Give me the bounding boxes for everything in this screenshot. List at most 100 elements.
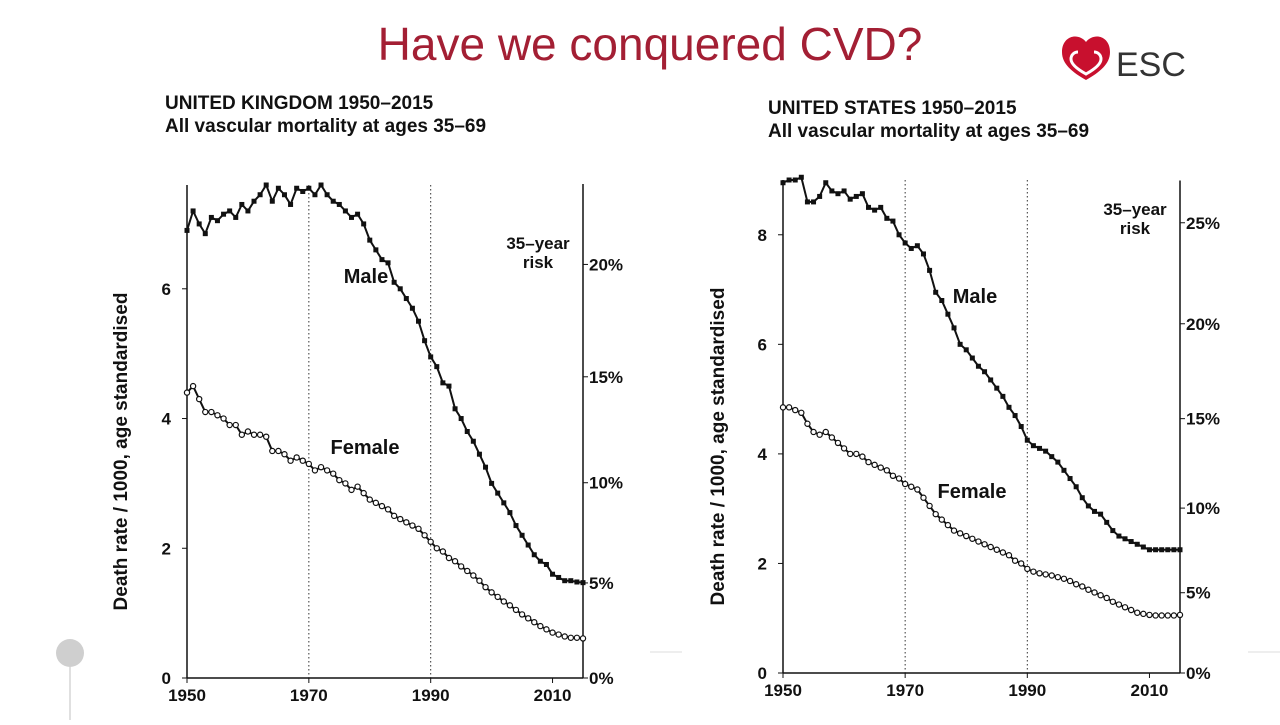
data-point bbox=[1171, 547, 1177, 553]
data-point bbox=[896, 232, 902, 238]
data-point bbox=[798, 174, 804, 180]
data-point bbox=[846, 450, 854, 458]
data-point bbox=[574, 579, 580, 585]
data-point bbox=[969, 355, 975, 361]
data-point bbox=[938, 516, 946, 523]
data-point bbox=[1134, 609, 1141, 616]
data-point bbox=[920, 251, 926, 257]
data-point bbox=[555, 631, 562, 638]
data-point bbox=[1146, 611, 1153, 619]
data-point bbox=[506, 602, 514, 609]
data-point bbox=[189, 382, 197, 390]
data-point bbox=[780, 180, 786, 186]
x-tick-label: 1990 bbox=[1008, 681, 1046, 700]
data-point bbox=[908, 483, 915, 490]
data-point bbox=[416, 318, 422, 324]
x-tick-label: 1950 bbox=[764, 681, 802, 700]
data-point bbox=[561, 633, 568, 640]
data-point bbox=[549, 629, 556, 636]
logo-text: ESC bbox=[1116, 46, 1186, 84]
data-point bbox=[245, 208, 251, 214]
data-point bbox=[1134, 541, 1140, 547]
data-point bbox=[859, 453, 866, 460]
series-label: Male bbox=[953, 286, 997, 308]
data-point bbox=[391, 279, 397, 285]
y-axis-label: Death rate / 1000, age standardised bbox=[708, 288, 729, 606]
data-point bbox=[890, 218, 896, 224]
data-point bbox=[300, 188, 306, 194]
data-point bbox=[531, 619, 538, 626]
data-point bbox=[190, 208, 196, 214]
y2-tick-label: 15% bbox=[589, 368, 623, 387]
data-point bbox=[372, 499, 380, 507]
data-point bbox=[987, 543, 994, 551]
data-point bbox=[287, 457, 294, 464]
data-point bbox=[926, 502, 933, 510]
data-point bbox=[451, 558, 459, 565]
data-point bbox=[895, 475, 903, 482]
data-point bbox=[840, 445, 848, 452]
data-point bbox=[847, 196, 853, 202]
data-point bbox=[421, 532, 428, 539]
data-point bbox=[804, 199, 810, 205]
data-point bbox=[1103, 594, 1110, 602]
data-point bbox=[975, 363, 981, 369]
y2-axis-label: risk bbox=[523, 253, 554, 272]
data-point bbox=[963, 347, 969, 353]
data-point bbox=[835, 191, 841, 197]
data-point bbox=[914, 243, 920, 249]
data-point bbox=[1060, 575, 1068, 582]
data-point bbox=[982, 369, 988, 375]
data-point bbox=[342, 208, 348, 214]
chart-subtitle: All vascular mortality at ages 35–69 bbox=[165, 116, 486, 137]
data-point bbox=[828, 434, 836, 441]
data-point bbox=[202, 231, 208, 237]
chart-title: UNITED KINGDOM 1950–2015 bbox=[165, 93, 434, 114]
data-point bbox=[865, 458, 872, 466]
data-point bbox=[786, 177, 792, 183]
data-point bbox=[385, 260, 391, 266]
data-point bbox=[403, 296, 409, 302]
logo-heart bbox=[1069, 50, 1103, 76]
data-point bbox=[220, 415, 227, 422]
data-point bbox=[1097, 592, 1104, 599]
data-point bbox=[1153, 547, 1159, 553]
data-point bbox=[1043, 448, 1049, 454]
data-point bbox=[263, 182, 269, 188]
data-point bbox=[872, 207, 878, 213]
data-point bbox=[1110, 528, 1116, 534]
data-point bbox=[195, 395, 203, 403]
data-point bbox=[244, 428, 252, 435]
data-point bbox=[294, 185, 300, 191]
data-point bbox=[994, 385, 1000, 391]
y2-tick-label: 25% bbox=[1186, 214, 1220, 233]
y2-tick-label: 0% bbox=[1186, 664, 1211, 683]
y2-tick-label: 10% bbox=[1186, 499, 1220, 518]
y-tick-label: 2 bbox=[162, 539, 171, 558]
data-point bbox=[1000, 393, 1006, 399]
data-point bbox=[810, 428, 817, 436]
data-point bbox=[889, 472, 897, 479]
data-point bbox=[239, 201, 245, 207]
slide-title: Have we conquered CVD? bbox=[378, 18, 923, 70]
data-point bbox=[524, 615, 532, 622]
data-point bbox=[464, 429, 470, 434]
data-point bbox=[908, 245, 914, 251]
data-point bbox=[1140, 610, 1147, 618]
data-point bbox=[293, 454, 300, 461]
data-point bbox=[841, 188, 847, 194]
chart-subtitle: All vascular mortality at ages 35–69 bbox=[768, 121, 1089, 142]
data-point bbox=[1024, 565, 1031, 573]
data-point bbox=[1121, 604, 1129, 611]
y2-tick-label: 20% bbox=[589, 255, 623, 274]
y-tick-label: 8 bbox=[758, 226, 767, 245]
data-point bbox=[238, 431, 246, 438]
data-point bbox=[1115, 601, 1123, 608]
data-point bbox=[1104, 519, 1110, 525]
data-point bbox=[834, 439, 842, 447]
data-point bbox=[920, 494, 927, 501]
y-axis-label: Death rate / 1000, age standardised bbox=[111, 293, 132, 611]
data-point bbox=[390, 512, 398, 520]
data-point bbox=[440, 380, 446, 386]
data-point bbox=[1072, 581, 1080, 588]
